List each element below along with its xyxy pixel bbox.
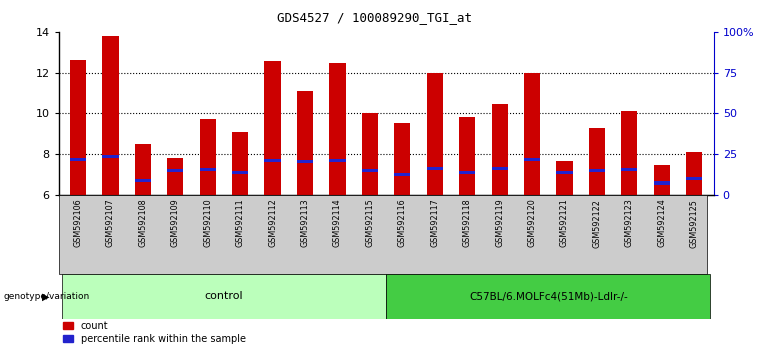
- Bar: [232, 132, 248, 195]
- Bar: [167, 158, 183, 195]
- Text: GSM592111: GSM592111: [236, 199, 245, 247]
- Bar: [686, 152, 702, 195]
- Bar: [621, 168, 637, 171]
- Bar: [264, 61, 281, 195]
- Bar: [297, 91, 313, 195]
- Legend: count, percentile rank within the sample: count, percentile rank within the sample: [63, 321, 246, 344]
- Bar: [556, 161, 573, 195]
- Bar: [394, 124, 410, 195]
- Text: GSM592123: GSM592123: [625, 199, 634, 247]
- Bar: [654, 165, 670, 195]
- Bar: [62, 274, 386, 319]
- Text: GSM592117: GSM592117: [431, 199, 439, 247]
- Text: GSM592118: GSM592118: [463, 199, 472, 247]
- Text: GSM592112: GSM592112: [268, 199, 277, 247]
- Text: GDS4527 / 100089290_TGI_at: GDS4527 / 100089290_TGI_at: [277, 11, 472, 24]
- Bar: [427, 73, 443, 195]
- Text: GSM592109: GSM592109: [171, 199, 179, 247]
- Text: GSM592122: GSM592122: [593, 199, 601, 247]
- Bar: [459, 171, 475, 174]
- Text: GSM592107: GSM592107: [106, 199, 115, 247]
- Bar: [394, 173, 410, 176]
- Text: GSM592116: GSM592116: [398, 199, 407, 247]
- Bar: [386, 274, 711, 319]
- Text: GSM592120: GSM592120: [527, 199, 537, 247]
- Bar: [556, 171, 573, 174]
- Bar: [686, 177, 702, 181]
- Text: ▶: ▶: [41, 291, 49, 302]
- Bar: [589, 127, 605, 195]
- Text: GSM592124: GSM592124: [658, 199, 666, 247]
- Bar: [589, 169, 605, 172]
- Bar: [135, 179, 151, 183]
- Bar: [491, 167, 508, 170]
- Bar: [329, 159, 346, 162]
- Bar: [264, 159, 281, 162]
- Bar: [70, 158, 86, 161]
- Text: genotype/variation: genotype/variation: [4, 292, 90, 301]
- Bar: [654, 182, 670, 184]
- Text: GSM592113: GSM592113: [300, 199, 310, 247]
- Text: GSM592106: GSM592106: [73, 199, 83, 247]
- Bar: [167, 169, 183, 172]
- Text: GSM592125: GSM592125: [690, 199, 699, 247]
- Text: control: control: [204, 291, 243, 302]
- Text: C57BL/6.MOLFc4(51Mb)-Ldlr-/-: C57BL/6.MOLFc4(51Mb)-Ldlr-/-: [469, 291, 628, 302]
- Bar: [459, 118, 475, 195]
- Bar: [491, 104, 508, 195]
- Text: GSM592115: GSM592115: [365, 199, 374, 247]
- Bar: [200, 119, 216, 195]
- Bar: [329, 63, 346, 195]
- Bar: [102, 36, 119, 195]
- Bar: [102, 155, 119, 158]
- Bar: [524, 73, 541, 195]
- Bar: [362, 113, 378, 195]
- Bar: [70, 61, 86, 195]
- Bar: [135, 144, 151, 195]
- Bar: [621, 111, 637, 195]
- Text: GSM592119: GSM592119: [495, 199, 504, 247]
- Text: GSM592110: GSM592110: [204, 199, 212, 247]
- Bar: [524, 158, 541, 161]
- Bar: [297, 160, 313, 163]
- Bar: [200, 168, 216, 171]
- Bar: [427, 167, 443, 170]
- Text: GSM592121: GSM592121: [560, 199, 569, 247]
- Text: GSM592114: GSM592114: [333, 199, 342, 247]
- Text: GSM592108: GSM592108: [138, 199, 147, 247]
- Bar: [362, 169, 378, 172]
- Bar: [232, 171, 248, 174]
